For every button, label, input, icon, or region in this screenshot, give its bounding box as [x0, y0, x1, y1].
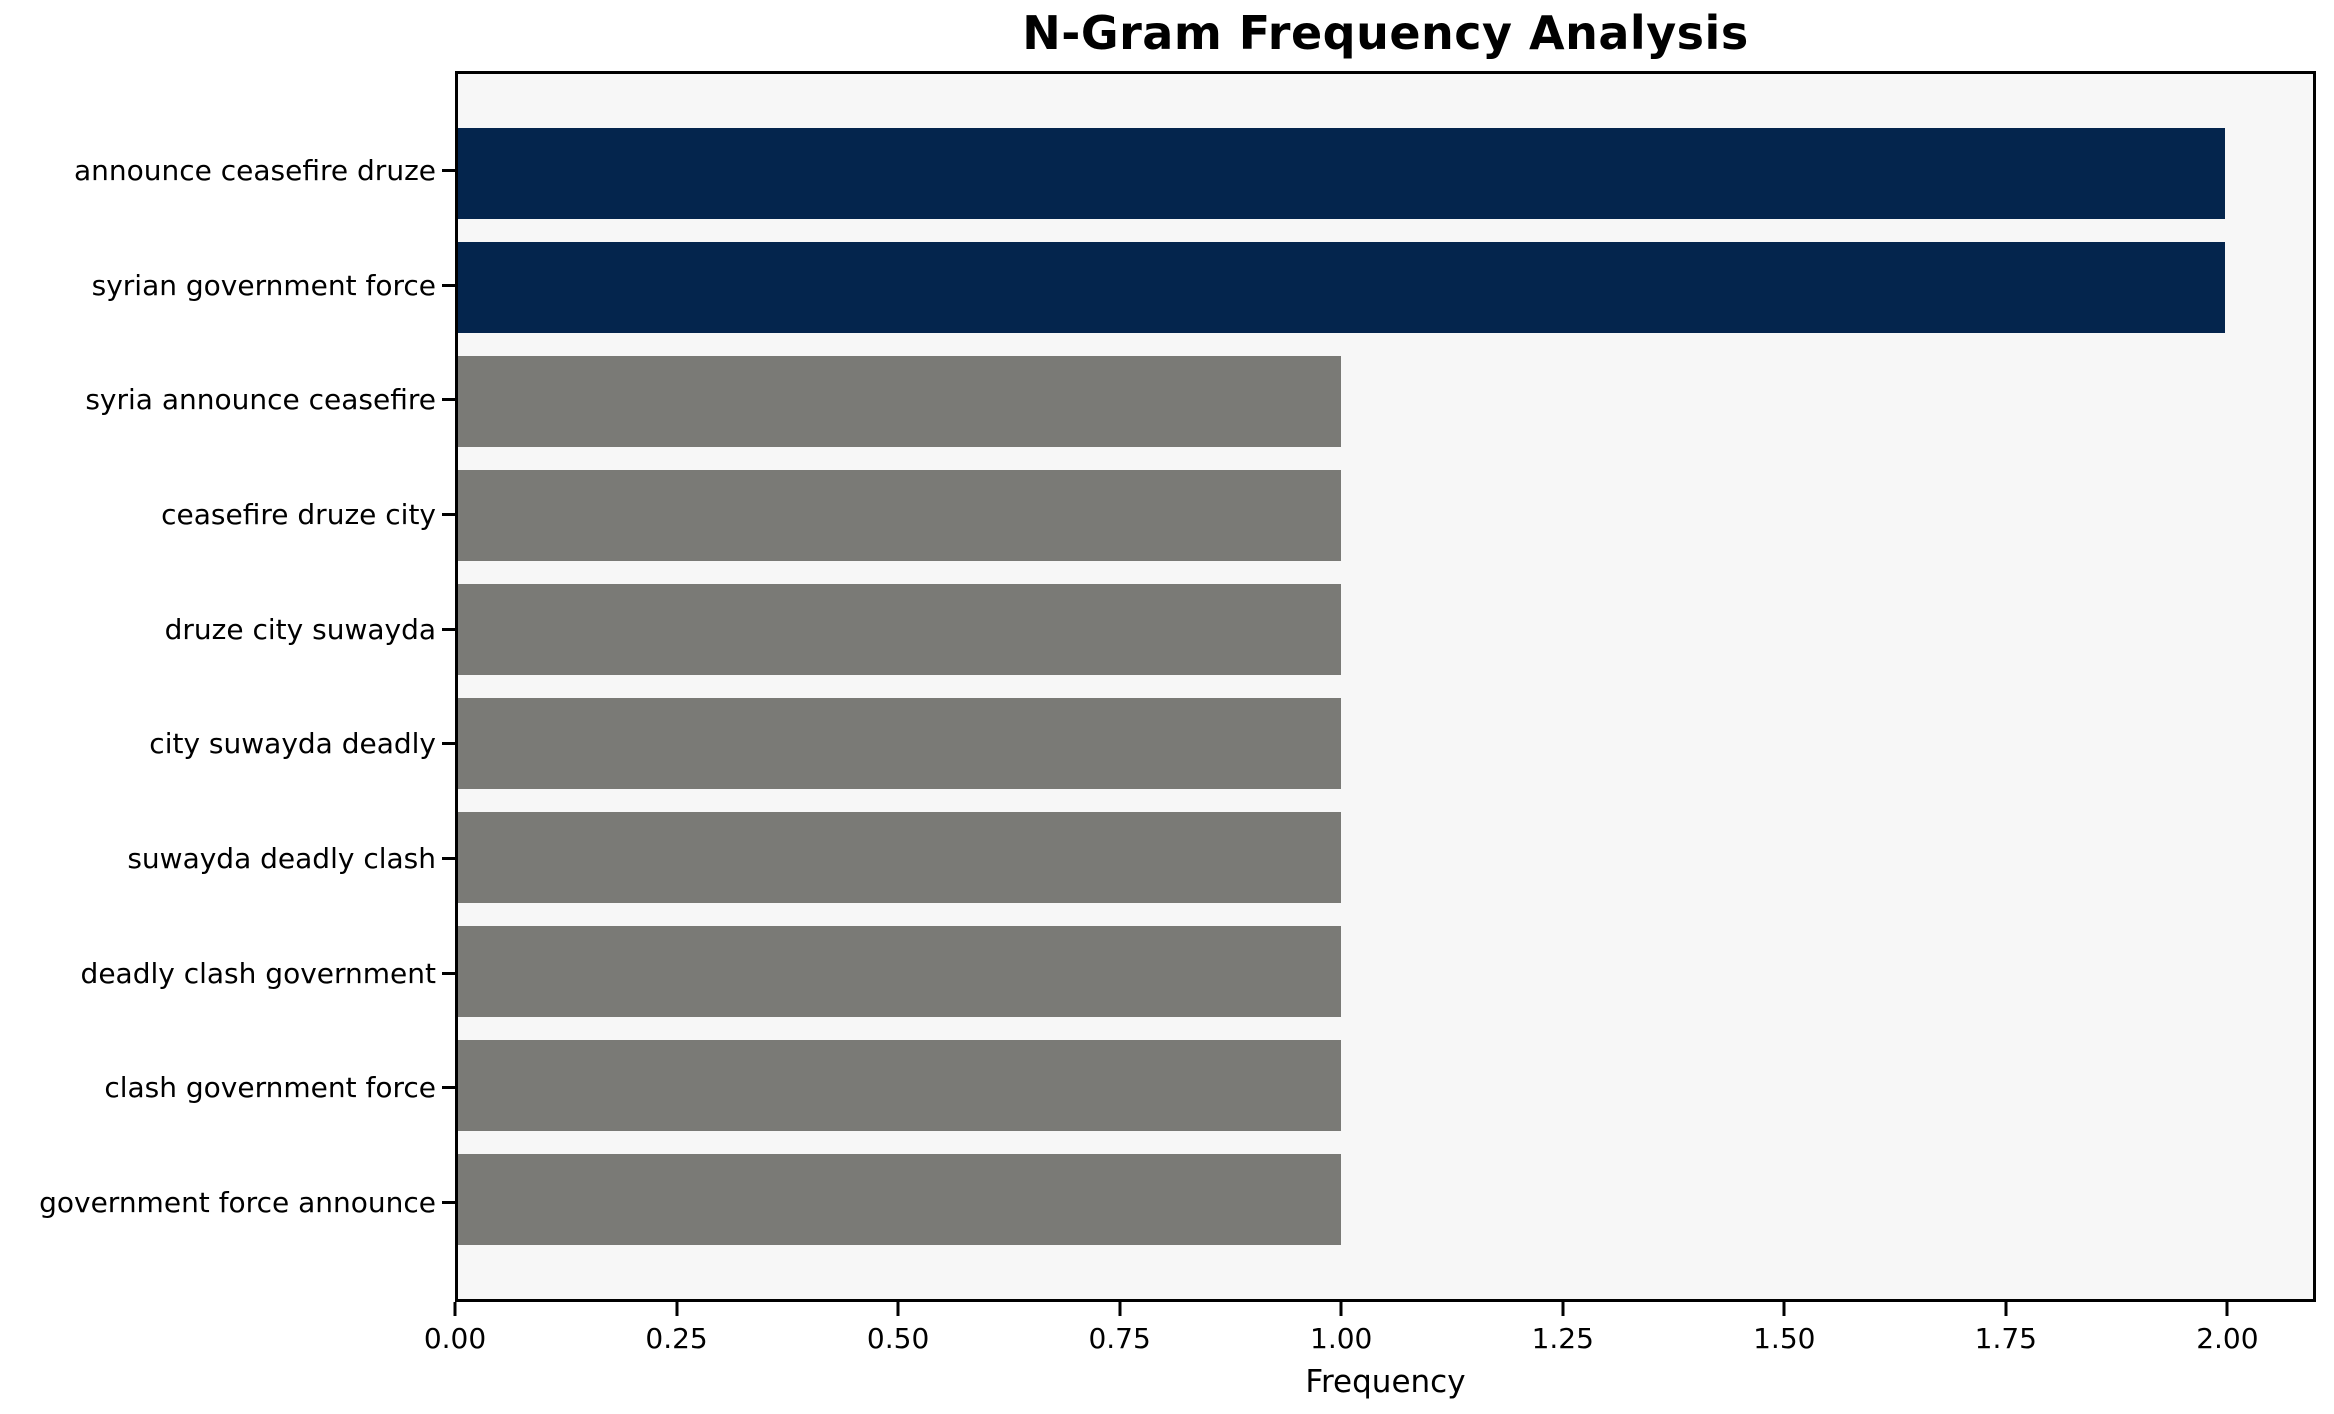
y-tick-mark: [442, 971, 455, 975]
y-tick-row: [442, 113, 455, 228]
x-tick-label-1.75: 1.75: [1974, 1322, 2037, 1355]
y-tick-mark: [442, 512, 455, 516]
bar-row-city-suwayda-deadly: [458, 686, 2313, 800]
y-tick-label-row: government force announce: [0, 1145, 436, 1260]
y-tick-label-syrian-government-force: syrian government force: [91, 268, 436, 302]
bar-row-government-force-announce: [458, 1143, 2313, 1257]
bar-clash-government-force: [458, 1040, 1342, 1132]
x-tick-label-0.75: 0.75: [1088, 1322, 1151, 1355]
y-axis-ticks: [442, 113, 455, 1260]
y-tick-label-row: druze city suwayda: [0, 572, 436, 687]
y-tick-mark: [442, 283, 455, 287]
bar-syrian-government-force: [458, 241, 2225, 333]
bar-suwayda-deadly-clash: [458, 812, 1342, 904]
bar-row-syrian-government-force: [458, 230, 2313, 344]
x-tick-label-0.50: 0.50: [866, 1322, 930, 1355]
y-axis-labels: announce ceasefire druze syrian governmen…: [0, 113, 436, 1260]
bar-government-force-announce: [458, 1154, 1342, 1246]
y-tick-label-announce-ceasefire-druze: announce ceasefire druze: [73, 153, 436, 187]
bar-row-suwayda-deadly-clash: [458, 801, 2313, 915]
x-tick-label-0.00: 0.00: [423, 1322, 487, 1355]
bar-row-clash-government-force: [458, 1029, 2313, 1143]
bar-row-druze-city-suwayda: [458, 572, 2313, 686]
bar-row-ceasefire-druze-city: [458, 458, 2313, 572]
x-tick-mark-0.75: [1118, 1302, 1122, 1316]
y-tick-row: [442, 687, 455, 802]
y-tick-row: [442, 1145, 455, 1260]
bar-syria-announce-ceasefire: [458, 355, 1342, 447]
x-tick-label-1.50: 1.50: [1753, 1322, 1816, 1355]
y-tick-row: [442, 1031, 455, 1146]
y-tick-label-deadly-clash-government: deadly clash government: [80, 956, 436, 990]
x-axis-tick-labels: 0.00 0.25 0.50 0.75 1.00 1.25 1.50 1.75 2.00: [424, 1322, 2316, 1358]
y-tick-label-druze-city-suwayda: druze city suwayda: [164, 612, 436, 646]
x-tick-mark-0.50: [896, 1302, 900, 1316]
x-tick-mark-1.25: [1561, 1302, 1565, 1316]
y-tick-label-row: deadly clash government: [0, 916, 436, 1031]
bar-row-announce-ceasefire-druze: [458, 116, 2313, 230]
y-tick-label-row: suwayda deadly clash: [0, 801, 436, 916]
y-tick-row: [442, 801, 455, 916]
y-tick-label-row: ceasefire druze city: [0, 457, 436, 572]
y-tick-mark: [442, 1086, 455, 1090]
y-tick-row: [442, 916, 455, 1031]
bar-row-syria-announce-ceasefire: [458, 344, 2313, 458]
y-tick-label-city-suwayda-deadly: city suwayda deadly: [149, 727, 436, 761]
y-tick-mark: [442, 168, 455, 172]
bar-city-suwayda-deadly: [458, 698, 1342, 790]
x-axis-label: Frequency: [1305, 1364, 1466, 1400]
y-tick-label-ceasefire-druze-city: ceasefire druze city: [161, 497, 436, 531]
x-tick-mark-0.25: [675, 1302, 679, 1316]
bar-deadly-clash-government: [458, 926, 1342, 1018]
x-tick-mark-0.00: [453, 1302, 457, 1316]
y-tick-label-clash-government-force: clash government force: [104, 1071, 436, 1105]
x-tick-mark-1.75: [2004, 1302, 2008, 1316]
y-tick-row: [442, 457, 455, 572]
y-tick-mark: [442, 857, 455, 861]
y-tick-label-row: syrian government force: [0, 228, 436, 343]
x-tick-label-0.25: 0.25: [645, 1322, 708, 1355]
y-tick-label-syria-announce-ceasefire: syria announce ceasefire: [85, 383, 436, 417]
y-tick-label-government-force-announce: government force announce: [39, 1186, 436, 1220]
y-tick-label-row: clash government force: [0, 1031, 436, 1146]
y-tick-mark: [442, 398, 455, 402]
y-tick-row: [442, 342, 455, 457]
x-tick-label-1.25: 1.25: [1531, 1322, 1594, 1355]
x-axis-ticks: [453, 1302, 2316, 1316]
bar-row-deadly-clash-government: [458, 915, 2313, 1029]
y-tick-mark: [442, 627, 455, 631]
y-tick-mark: [442, 1201, 455, 1205]
plot-area: [455, 71, 2316, 1302]
x-tick-mark-2.00: [2225, 1302, 2229, 1316]
y-tick-label-row: syria announce ceasefire: [0, 342, 436, 457]
bar-ceasefire-druze-city: [458, 469, 1342, 561]
y-tick-label-row: announce ceasefire druze: [0, 113, 436, 228]
y-tick-row: [442, 228, 455, 343]
x-tick-mark-1.50: [1782, 1302, 1786, 1316]
y-tick-label-row: city suwayda deadly: [0, 687, 436, 802]
x-tick-label-1.00: 1.00: [1310, 1322, 1373, 1355]
x-tick-label-2.00: 2.00: [2196, 1322, 2259, 1355]
y-tick-row: [442, 572, 455, 687]
y-tick-label-suwayda-deadly-clash: suwayda deadly clash: [127, 842, 436, 876]
bar-announce-ceasefire-druze: [458, 127, 2225, 219]
bar-druze-city-suwayda: [458, 583, 1342, 675]
y-tick-mark: [442, 742, 455, 746]
x-tick-mark-1.00: [1339, 1302, 1343, 1316]
chart-title: N-Gram Frequency Analysis: [1022, 6, 1749, 60]
